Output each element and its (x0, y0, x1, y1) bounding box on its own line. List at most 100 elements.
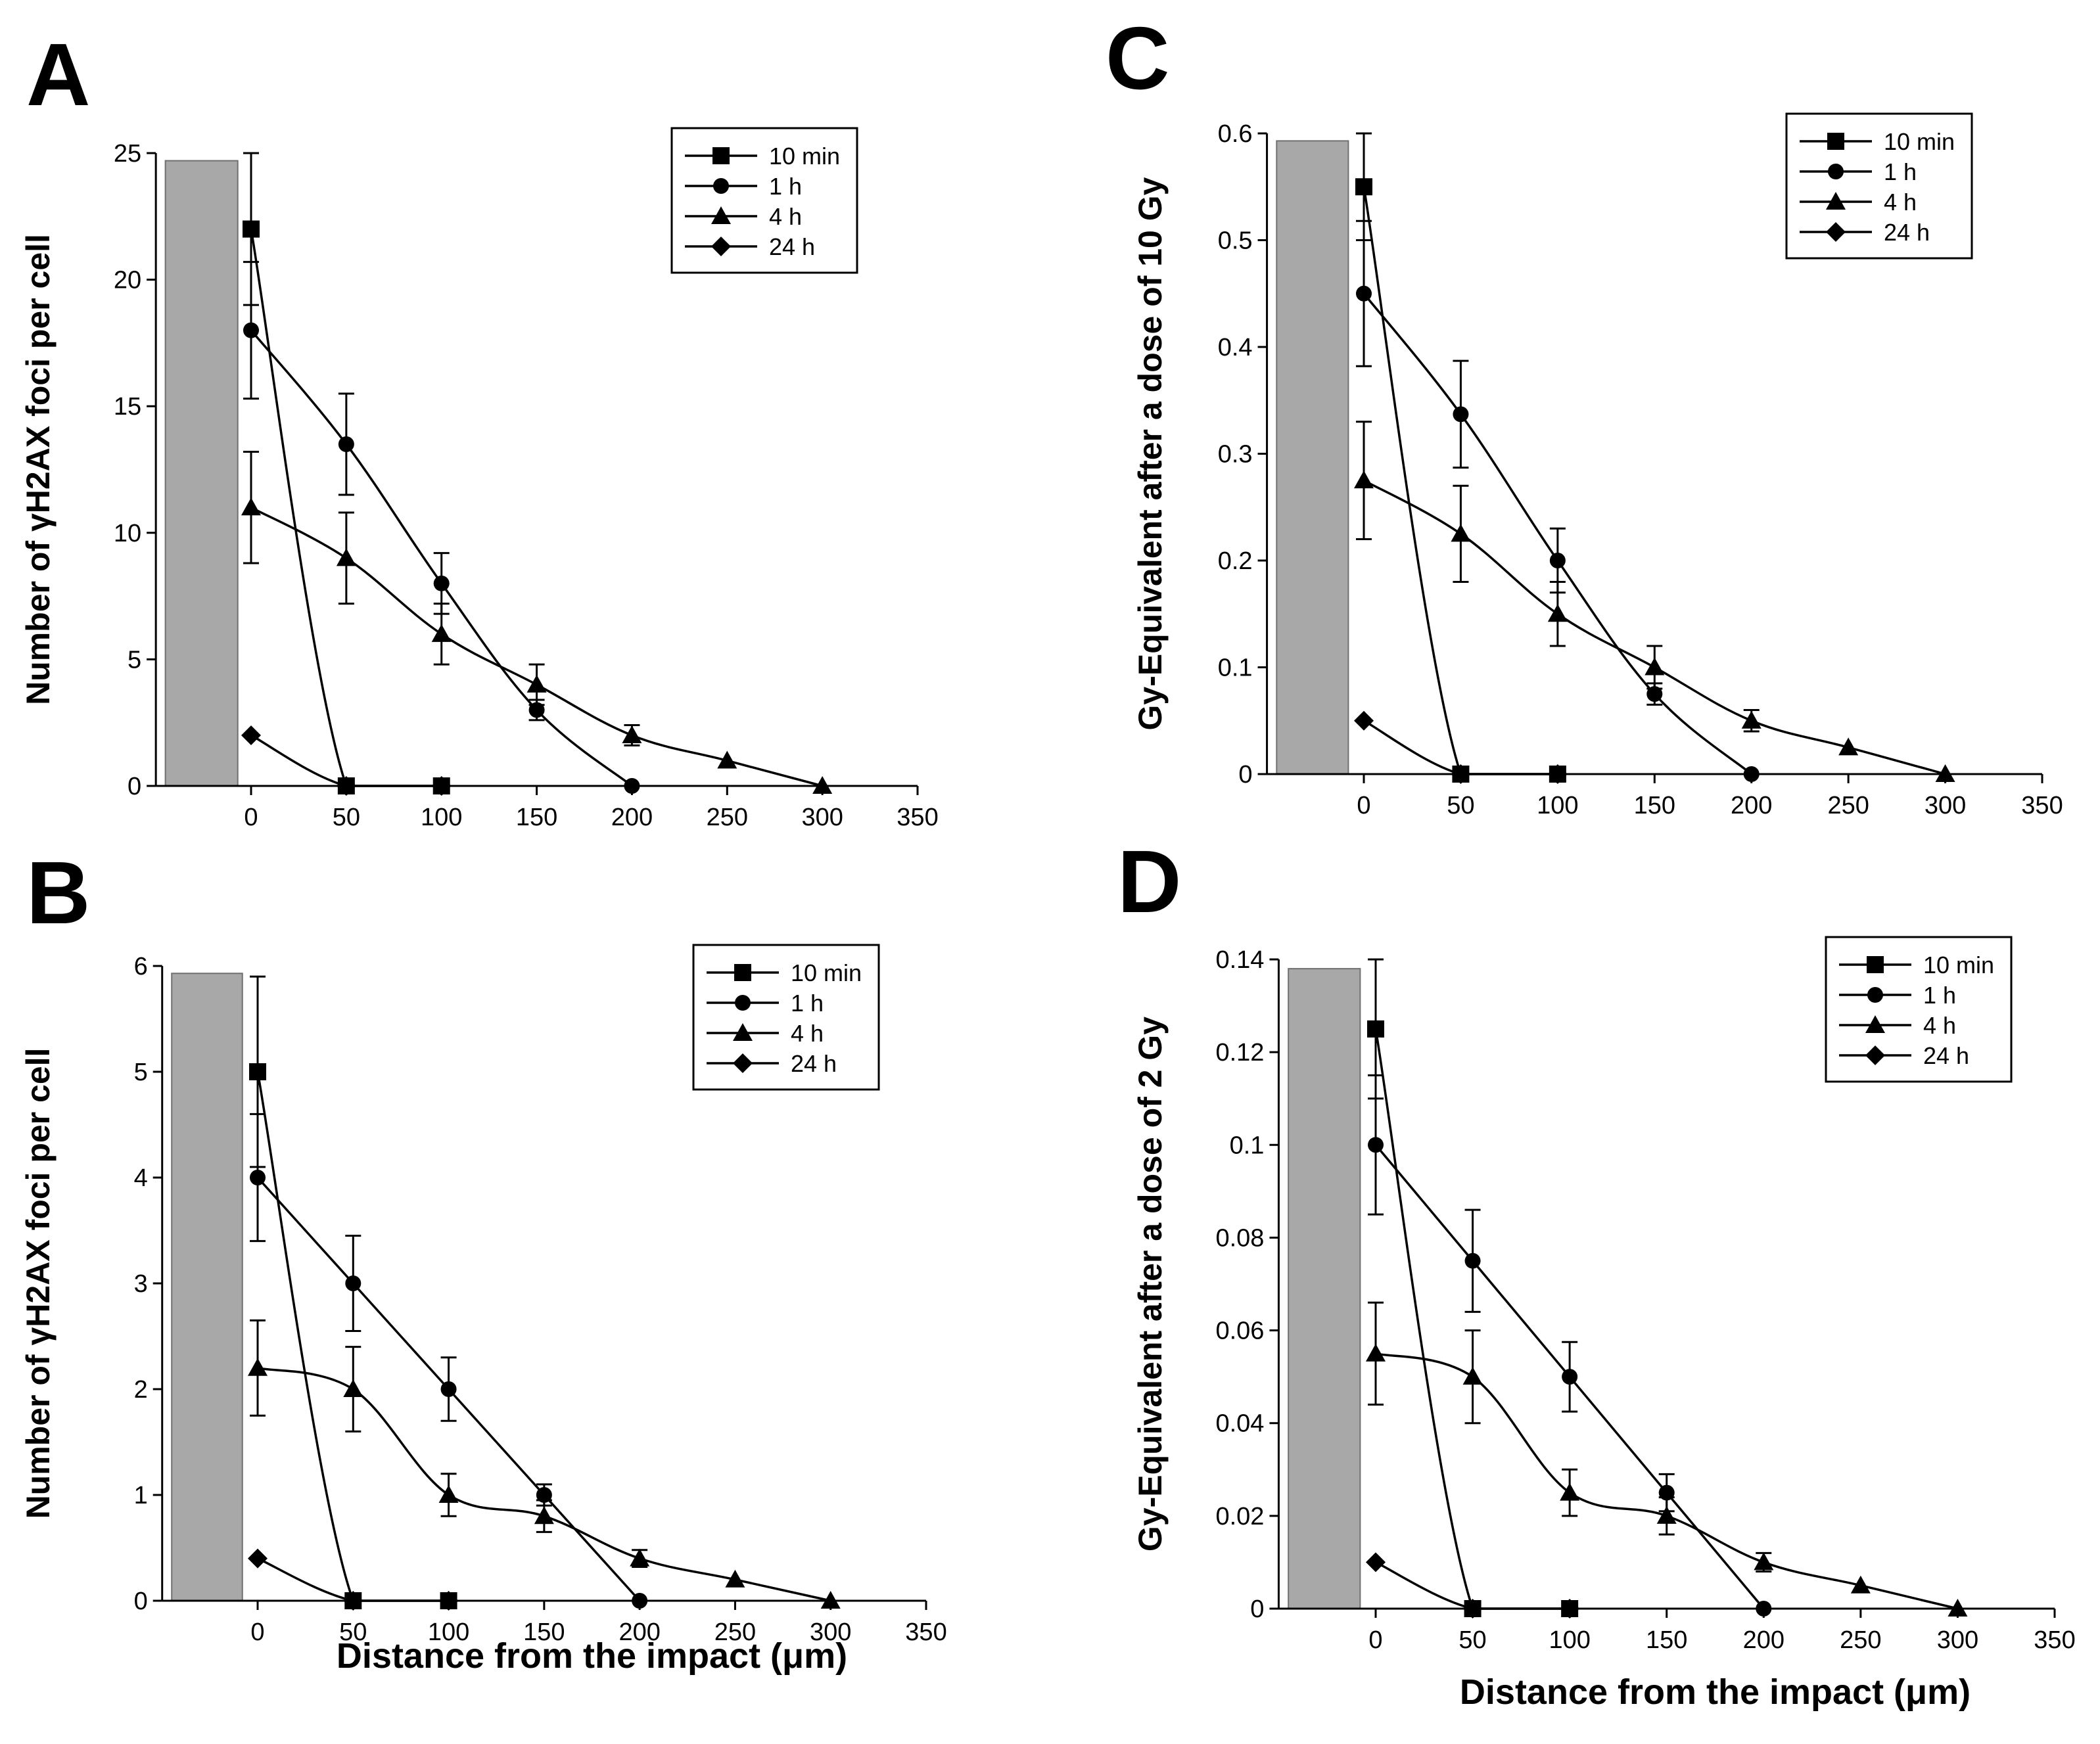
data-point (1462, 1367, 1483, 1385)
x-tick-label: 100 (428, 1618, 469, 1646)
y-tick-label: 0.5 (1218, 227, 1253, 255)
series-24-h (248, 1548, 459, 1611)
data-point (528, 702, 545, 718)
y-axis-label: Gy-Equivalent after a dose of 2 Gy (1132, 1017, 1169, 1551)
y-tick-label: 0.08 (1215, 1224, 1264, 1252)
x-tick-label: 250 (707, 804, 748, 831)
x-tick-label: 100 (421, 804, 462, 831)
data-point (336, 776, 356, 796)
impact-bar (1276, 140, 1349, 775)
y-tick-label: 0.04 (1215, 1410, 1264, 1438)
y-tick-label: 0.4 (1218, 334, 1253, 361)
series-4-h (1366, 1301, 1968, 1617)
data-point (717, 750, 737, 769)
data-point (248, 1358, 268, 1376)
legend-marker (712, 147, 730, 164)
y-tick-label: 5 (128, 646, 141, 674)
x-tick-label: 50 (1447, 792, 1474, 819)
x-tick-label: 150 (523, 1618, 565, 1646)
data-point (1366, 1343, 1386, 1362)
data-point (1756, 1601, 1772, 1617)
x-tick-label: 100 (1549, 1626, 1590, 1654)
data-point (1547, 764, 1568, 784)
x-tick-label: 300 (801, 804, 843, 831)
y-tick-label: 0.06 (1215, 1318, 1264, 1345)
legend-label: 1 h (1884, 158, 1917, 185)
x-tick-label: 300 (810, 1618, 851, 1646)
x-tick-label: 200 (611, 804, 653, 831)
data-point (440, 1381, 457, 1397)
data-point (1656, 1505, 1677, 1524)
series-4-h (1354, 421, 1955, 782)
x-tick-label: 0 (1357, 792, 1370, 819)
impact-bar (164, 160, 239, 787)
y-tick-label: 1 (134, 1482, 148, 1509)
y-tick-label: 20 (114, 267, 141, 294)
legend: 10 min 1 h 4 h 24 h (1825, 936, 2013, 1083)
x-tick-label: 250 (1840, 1626, 1881, 1654)
x-tick-label: 50 (1458, 1626, 1486, 1654)
data-point (1462, 1599, 1483, 1618)
data-point (1547, 604, 1568, 622)
data-point (1560, 1599, 1580, 1618)
data-point (1562, 1369, 1578, 1385)
data-point (241, 725, 261, 745)
data-point (1464, 1252, 1481, 1269)
legend-label: 4 h (1923, 1012, 1956, 1039)
x-axis-label: Distance from the impact (μm) (1460, 1672, 1971, 1712)
y-tick-label: 0.2 (1218, 547, 1253, 575)
y-axis-label: Number of γH2AX foci per cell (20, 1048, 57, 1519)
data-point (431, 624, 452, 642)
data-point (248, 1548, 268, 1569)
x-tick-label: 100 (1537, 792, 1578, 819)
y-tick-label: 0 (1250, 1595, 1264, 1623)
legend-label: 10 min (1884, 128, 1955, 155)
x-tick-label: 300 (1925, 792, 1966, 819)
data-point (1354, 710, 1374, 731)
legend-marker (1826, 192, 1846, 210)
y-axis-label: Number of γH2AX foci per cell (20, 234, 57, 705)
panel-b: B 0 1 2 3 4 5 6 0 50 100 150 200 250 300 350 Number of γ… (20, 843, 947, 1676)
data-point (534, 1506, 554, 1525)
legend-marker (1827, 133, 1844, 150)
data-point (1743, 766, 1760, 782)
series-line (1374, 1028, 1570, 1610)
data-point (1549, 553, 1566, 568)
legend-box (1785, 112, 1973, 260)
y-tick-label: 3 (134, 1270, 148, 1298)
series-line (1363, 186, 1558, 775)
legend: 10 min 1 h 4 h 24 h (692, 944, 880, 1091)
series-24-h (1354, 710, 1568, 784)
x-tick-label: 0 (244, 804, 258, 831)
series-1-h (250, 1113, 648, 1609)
y-tick-label: 0.1 (1218, 654, 1253, 682)
data-point (622, 725, 642, 743)
data-point (812, 776, 833, 794)
series-line (256, 1071, 449, 1602)
data-point (624, 778, 640, 794)
series-line (1363, 479, 1946, 775)
data-point (438, 1591, 459, 1611)
legend-label: 1 h (1923, 982, 1956, 1009)
x-tick-label: 150 (1646, 1626, 1687, 1654)
panel-letter: B (26, 843, 91, 942)
legend-label: 24 h (769, 233, 815, 260)
x-tick-label: 350 (2034, 1626, 2075, 1654)
series-24-h (1366, 1552, 1580, 1618)
legend-label: 24 h (791, 1050, 837, 1077)
data-point (1754, 1552, 1774, 1571)
data-point (1838, 737, 1859, 756)
legend-label: 24 h (1884, 219, 1930, 246)
data-point (1741, 710, 1762, 729)
data-point (1451, 764, 1471, 784)
data-point (820, 1591, 841, 1609)
data-point (431, 776, 452, 796)
x-axis-label: Distance from the impact (μm) (337, 1636, 847, 1676)
legend-box (692, 944, 880, 1091)
y-tick-label: 0 (134, 1588, 148, 1615)
series-4-h (241, 451, 833, 794)
legend: 10 min 1 h 4 h 24 h (1785, 112, 1973, 260)
data-point (343, 1591, 363, 1611)
panel-letter: D (1117, 832, 1182, 931)
legend-marker (1867, 956, 1884, 973)
